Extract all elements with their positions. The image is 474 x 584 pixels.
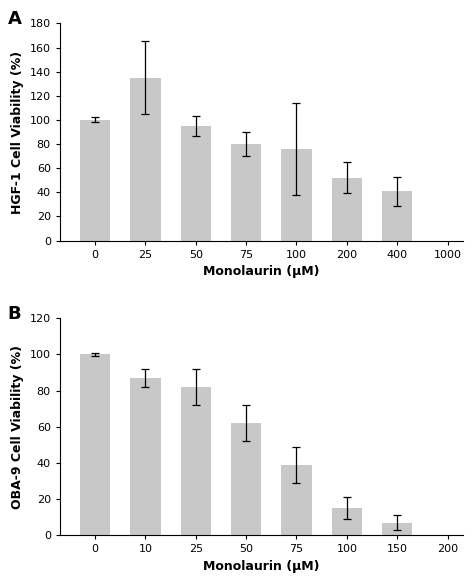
- Text: A: A: [8, 11, 21, 29]
- Bar: [332, 178, 362, 241]
- Bar: [282, 149, 311, 241]
- Y-axis label: HGF-1 Cell Viability (%): HGF-1 Cell Viability (%): [11, 50, 24, 214]
- Bar: [181, 387, 211, 536]
- Bar: [231, 423, 261, 536]
- Bar: [282, 465, 311, 536]
- Bar: [332, 508, 362, 536]
- Bar: [80, 120, 110, 241]
- Bar: [231, 144, 261, 241]
- Bar: [382, 523, 412, 536]
- X-axis label: Monolaurin (μM): Monolaurin (μM): [203, 265, 319, 278]
- Bar: [80, 354, 110, 536]
- Y-axis label: OBA-9 Cell Viability (%): OBA-9 Cell Viability (%): [11, 345, 24, 509]
- Bar: [130, 78, 161, 241]
- Bar: [382, 191, 412, 241]
- Bar: [181, 126, 211, 241]
- X-axis label: Monolaurin (μM): Monolaurin (μM): [203, 560, 319, 573]
- Text: B: B: [8, 305, 21, 323]
- Bar: [130, 378, 161, 536]
